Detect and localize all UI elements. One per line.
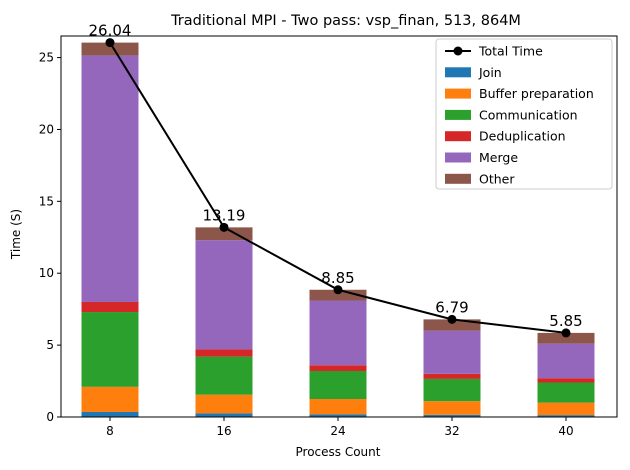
total-time-label: 13.19 [203,206,246,224]
legend-label-buffer-preparation: Buffer preparation [479,86,594,101]
total-time-point [105,38,115,48]
y-tick-label: 20 [39,122,54,136]
legend: Total Time Join Buffer preparation Communic… [435,38,613,190]
x-tick-label: 32 [444,424,459,438]
x-tick-label: 8 [106,424,114,438]
bar-other [195,227,253,241]
bar-other [81,42,139,56]
total-time-point [447,314,457,324]
bar-deduplication [537,378,595,383]
total-time-point [219,222,229,232]
bar-deduplication [309,365,367,371]
y-tick-label: 10 [39,266,54,280]
y-tick-label: 25 [39,51,54,65]
legend-swatch-deduplication [445,131,471,142]
bar-merge [195,240,253,350]
legend-swatch-merge [445,152,471,163]
legend-swatch-join [445,67,471,78]
bar-deduplication [423,373,481,379]
legend-marker-total-time [453,46,463,56]
bar-buffer-preparation [537,402,595,416]
legend-label-join: Join [478,65,502,80]
bar-other [309,289,367,301]
x-axis-label: Process Count [296,445,381,459]
total-time-label: 5.85 [549,312,582,330]
plot-area: 0 5 10 15 20 25 8 16 24 32 40 26.04 13.19 8.85 6.79 5.8… [39,22,618,438]
bar-communication [195,356,253,395]
bar-communication [537,382,595,403]
total-time-label: 26.04 [89,22,132,40]
x-tick-label: 24 [330,424,345,438]
y-tick-label: 15 [39,194,54,208]
y-tick-label: 5 [46,338,54,352]
bar-buffer-preparation [195,394,253,414]
bar-other [423,319,481,331]
bar-join [423,414,481,417]
bar-merge [423,330,481,374]
total-time-label: 8.85 [321,269,354,287]
chart-title: Traditional MPI - Two pass: vsp_finan, 5… [170,13,521,29]
bar-join [81,411,139,417]
bar-merge [537,343,595,379]
bar-merge [309,300,367,366]
total-time-point [333,285,343,295]
legend-box [435,38,613,190]
bar-buffer-preparation [81,386,139,412]
legend-label-communication: Communication [479,107,578,122]
bar-communication [81,312,139,387]
legend-swatch-buffer-preparation [445,88,471,99]
bar-other [537,332,595,344]
legend-swatch-other [445,173,471,184]
bar-join [309,414,367,417]
x-tick-label: 40 [558,424,573,438]
bar-merge [81,55,139,302]
bar-deduplication [81,301,139,313]
legend-swatch-communication [445,109,471,120]
bar-buffer-preparation [309,399,367,415]
bar-communication [309,370,367,400]
legend-label-other: Other [479,171,515,186]
bar-deduplication [195,349,253,357]
bar-join [195,413,253,417]
bar-join [537,415,595,417]
x-tick-label: 16 [216,424,231,438]
total-time-label: 6.79 [435,298,468,316]
bar-communication [423,378,481,402]
axes-frame [60,35,618,418]
total-time-point [561,328,571,338]
legend-label-merge: Merge [479,150,518,165]
y-tick-label: 0 [46,410,54,424]
y-axis-label: Time (S) [9,209,23,260]
bar-buffer-preparation [423,401,481,415]
legend-label-total-time: Total Time [478,44,543,59]
legend-label-deduplication: Deduplication [479,129,566,144]
